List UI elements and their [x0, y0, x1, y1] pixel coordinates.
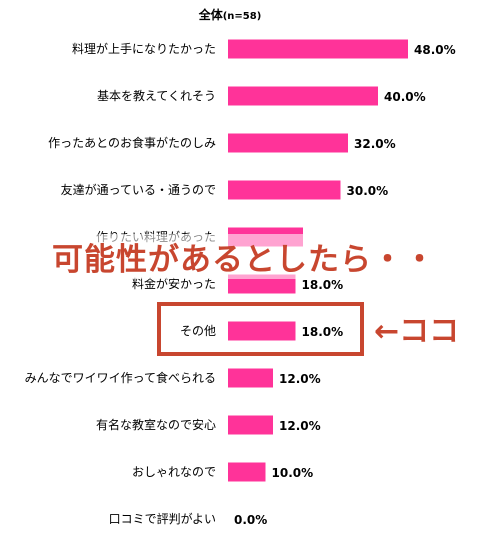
bar: [228, 462, 266, 482]
category-label: 基本を教えてくれそう: [97, 88, 216, 103]
value-label: 18.0%: [302, 278, 344, 292]
chart-title-text: 全体: [198, 8, 223, 22]
category-label: 友達が通っている・通うので: [61, 182, 216, 197]
bar: [228, 274, 296, 294]
chart-sample-size: (n=58): [222, 11, 262, 22]
bar: [228, 180, 341, 200]
bar: [228, 368, 273, 388]
value-label: 30.0%: [347, 184, 389, 198]
value-label: 10.0%: [272, 466, 314, 480]
value-label: 12.0%: [279, 419, 321, 433]
category-label: みんなでワイワイ作って食べられる: [25, 370, 216, 385]
bar: [228, 39, 408, 59]
value-label: 32.0%: [354, 137, 396, 151]
value-label: 48.0%: [414, 43, 456, 57]
bar: [228, 321, 296, 341]
category-label: 口コミで評判がよい: [109, 511, 216, 526]
category-label: 作ったあとのお食事がたのしみ: [48, 135, 216, 150]
highlight-box: [157, 302, 364, 356]
value-label: 18.0%: [302, 325, 344, 339]
category-label: 料理が上手になりたかった: [72, 41, 216, 56]
category-label: 料金が安かった: [132, 276, 216, 291]
category-label: おしゃれなので: [132, 465, 216, 479]
value-label: 12.0%: [279, 372, 321, 386]
value-label: 40.0%: [384, 90, 426, 104]
chart-title: 全体(n=58): [150, 6, 310, 23]
category-label: 有名な教室なので安心: [96, 417, 216, 432]
category-label: その他: [180, 324, 216, 338]
bar: [228, 86, 378, 106]
arrow-note: ←ココ: [374, 314, 460, 349]
overlay-caption: 可能性があるとしたら・・: [52, 234, 436, 279]
bar: [228, 415, 273, 435]
bar: [228, 133, 348, 153]
value-label: 0.0%: [234, 513, 267, 527]
